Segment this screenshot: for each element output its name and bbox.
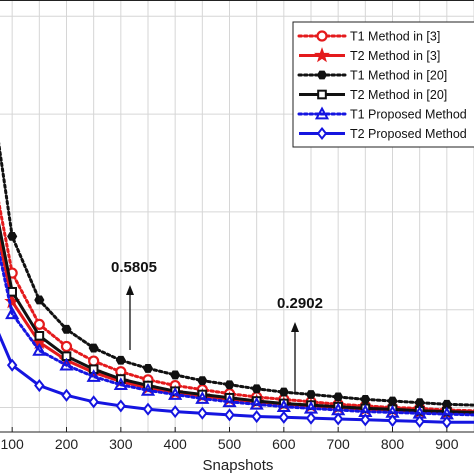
x-tick-label-8: 900 [435, 436, 459, 452]
legend-item-0: T1 Method in [3] [297, 30, 440, 44]
series-5-point-2 [34, 378, 45, 393]
legend-item-4: T1 Proposed Method [297, 106, 467, 122]
series-2-point-5 [115, 355, 126, 365]
series-3-point-2 [34, 330, 45, 341]
legend-item-1-label: T2 Method in [3] [350, 49, 440, 63]
series-layer [0, 141, 474, 429]
series-4-point-4 [86, 369, 101, 382]
legend-item-5-marker [316, 126, 328, 141]
series-5-point-6 [142, 402, 154, 416]
series-3 [0, 222, 474, 417]
series-2-point-14 [360, 394, 371, 404]
legend-item-2-marker [316, 70, 328, 80]
series-4-point-10 [249, 396, 264, 410]
series-4-point-5 [113, 377, 128, 391]
x-tick-label-7: 800 [381, 436, 405, 452]
series-2-point-8 [197, 376, 208, 386]
legend: T1 Method in [3] T2 Method in [3] T1 Metho… [292, 21, 474, 148]
legend-item-1-marker [314, 47, 330, 63]
series-2-point-9 [224, 380, 235, 390]
annotation-0-label: 0.5805 [111, 259, 157, 276]
legend-item-1: T2 Method in [3] [299, 47, 440, 63]
series-5-point-4 [88, 395, 99, 409]
annotation-1-label: 0.2902 [277, 295, 323, 312]
series-2-point-2 [34, 295, 45, 305]
legend-item-0-label: T1 Method in [3] [350, 30, 440, 44]
series-3-line [0, 222, 474, 414]
series-2-point-11 [278, 387, 289, 397]
series-5-point-1 [6, 358, 18, 372]
x-tick-label-0: 100 [0, 436, 24, 452]
legend-item-3-label: T2 Method in [20] [350, 88, 447, 102]
series-4-point-8 [195, 391, 210, 404]
legend-item-2-label: T1 Method in [20] [350, 69, 447, 83]
x-tick-label-5: 600 [272, 436, 296, 452]
series-5-point-11 [278, 410, 290, 424]
annotations: 0.5805 0.2902 [111, 259, 323, 392]
legend-item-5: T2 Proposed Method [299, 126, 467, 141]
series-5-point-12 [305, 411, 317, 425]
series-4-point-1 [5, 306, 20, 320]
legend-box [292, 21, 474, 148]
series-5-point-14 [360, 413, 371, 427]
legend-item-2: T1 Method in [20] [297, 69, 447, 83]
annotation-1-arrow-head [291, 322, 299, 332]
series-4-point-9 [222, 394, 237, 408]
series-5-point-9 [224, 408, 235, 422]
series-2-point-7 [170, 370, 181, 380]
series-2-point-6 [142, 364, 154, 373]
x-tick-label-3: 400 [163, 436, 187, 452]
series-4-line [0, 250, 474, 417]
x-ticks: 100 200 300 400 500 600 700 800 900 [0, 427, 459, 452]
series-5 [0, 332, 474, 429]
legend-item-0-marker [316, 30, 328, 42]
legend-item-3-marker [317, 89, 327, 100]
x-axis-label: Snapshots [203, 457, 274, 474]
axes [0, 0, 474, 433]
series-2-point-15 [387, 396, 398, 406]
series-1-line [0, 235, 474, 415]
series-5-point-5 [115, 399, 127, 413]
series-2-point-12 [305, 390, 317, 399]
series-0-point-2 [33, 318, 45, 331]
series-5-point-16 [414, 414, 425, 428]
series-2-point-10 [251, 384, 262, 394]
series-2-point-1 [7, 231, 18, 241]
series-4 [0, 250, 474, 420]
series-0 [0, 201, 474, 416]
legend-item-3: T2 Method in [20] [299, 88, 447, 102]
series-5-point-13 [332, 412, 344, 426]
x-tick-label-2: 300 [109, 436, 133, 452]
x-tick-label-6: 700 [326, 436, 350, 452]
series-2-point-4 [88, 343, 99, 353]
series-2-point-16 [414, 398, 425, 408]
legend-item-4-marker [314, 106, 330, 120]
series-5-point-7 [169, 405, 181, 419]
x-tick-label-4: 500 [218, 436, 242, 452]
series-2-point-13 [333, 392, 344, 402]
series-5-point-8 [197, 406, 208, 420]
series-4-point-7 [168, 387, 183, 400]
series-5-point-10 [251, 409, 262, 424]
series-2-point-3 [61, 324, 72, 334]
series-5-point-15 [387, 414, 398, 428]
legend-item-4-label: T1 Proposed Method [350, 108, 467, 122]
series-5-point-3 [61, 388, 72, 402]
series-4-point-3 [59, 357, 74, 371]
series-0-point-3 [60, 340, 73, 353]
series-4-point-2 [32, 343, 47, 356]
series-4-point-6 [140, 382, 156, 396]
annotation-0-arrow-head [126, 285, 134, 295]
legend-item-5-label: T2 Proposed Method [350, 127, 467, 141]
x-tick-label-1: 200 [55, 436, 79, 452]
series-1 [0, 235, 474, 420]
